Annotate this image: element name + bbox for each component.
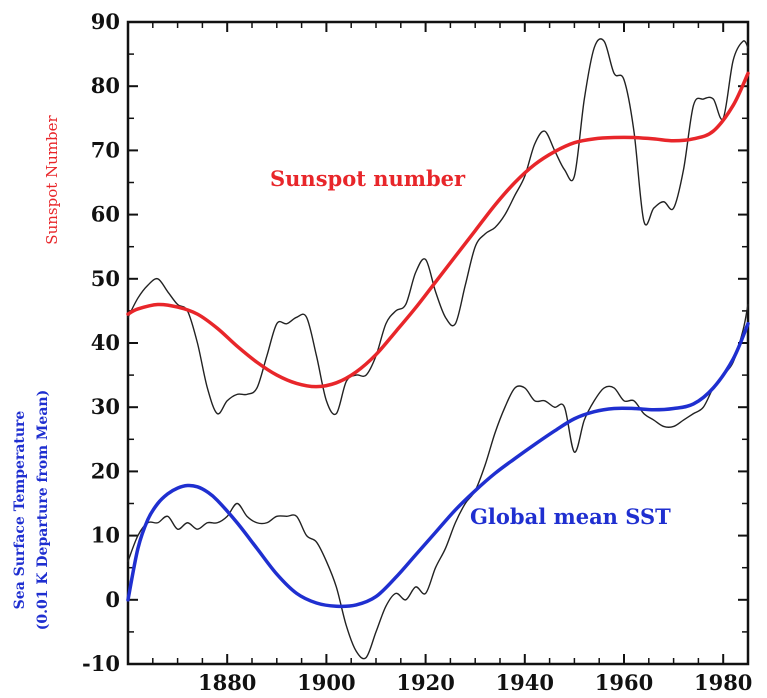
raw-series-line-3	[127, 303, 749, 660]
annotation-global-mean-sst: Global mean SST	[470, 504, 671, 529]
y-axis-label-sunspot: Sunspot Number	[43, 114, 61, 244]
y-axis-label-sst-line2: (0.01 K Departure from Mean)	[35, 390, 51, 630]
y-tick-label: 80	[91, 73, 120, 98]
ticks-layer: -10 0 10 20 30 40 50 60 70 80 90 1880 1900 1920 1940 19…	[82, 9, 752, 695]
annotation-sunspot-number: Sunspot number	[270, 166, 466, 191]
x-tick-label: 1880	[198, 670, 256, 695]
y-tick-label: -10	[82, 651, 120, 676]
smooth-series-line-2	[126, 321, 750, 609]
x-tick-label: 1940	[496, 670, 554, 695]
raw-series-line-1	[127, 38, 749, 416]
series-layer	[126, 38, 750, 660]
y-tick-label: 50	[91, 266, 120, 291]
plot-frame	[126, 20, 750, 666]
x-tick-label: 1960	[595, 670, 653, 695]
y-tick-label: 10	[91, 523, 120, 548]
y-tick-label: 40	[91, 330, 120, 355]
y-tick-label: 20	[91, 458, 120, 483]
y-axis-label-sst-line1: Sea Surface Temperature	[12, 411, 28, 610]
x-tick-label: 1900	[297, 670, 355, 695]
y-tick-label: 30	[91, 394, 120, 419]
plot-area	[126, 20, 750, 666]
x-tick-label: 1920	[396, 670, 454, 695]
y-tick-label: 60	[91, 202, 120, 227]
y-tick-label: 70	[91, 137, 120, 162]
y-tick-label: 0	[105, 587, 120, 612]
x-tick-label: 1980	[694, 670, 752, 695]
y-tick-label: 90	[91, 9, 120, 34]
smooth-series-line-0	[126, 71, 750, 389]
